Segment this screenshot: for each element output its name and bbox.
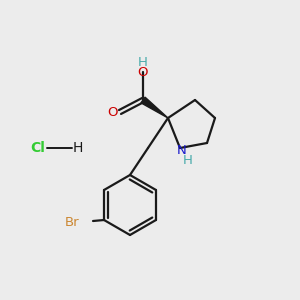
Polygon shape <box>141 97 168 118</box>
Text: O: O <box>107 106 117 119</box>
Text: H: H <box>138 56 148 70</box>
Text: Br: Br <box>64 217 79 230</box>
Text: H: H <box>183 154 193 166</box>
Text: N: N <box>177 143 187 157</box>
Text: Cl: Cl <box>31 141 45 155</box>
Text: H: H <box>73 141 83 155</box>
Text: O: O <box>138 65 148 79</box>
